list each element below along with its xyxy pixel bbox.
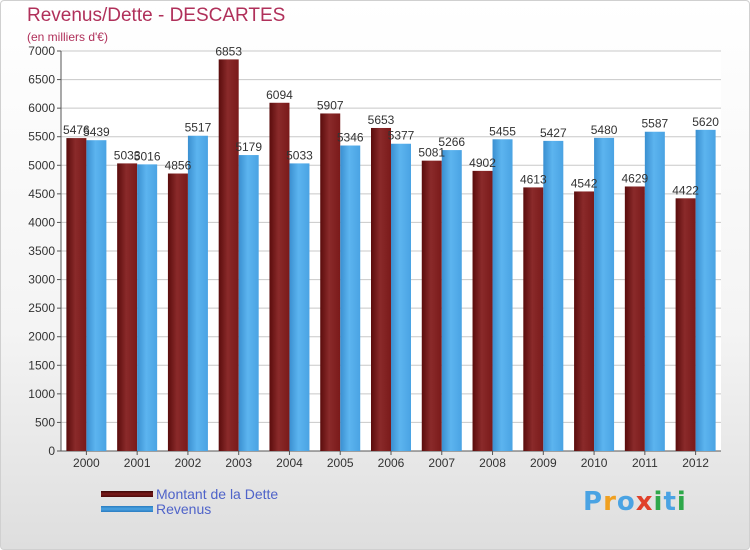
y-tick-label: 0: [48, 444, 55, 458]
data-label-dette: 4422: [672, 183, 699, 197]
bar-dette: [66, 138, 87, 452]
bar-revenus: [391, 143, 411, 451]
x-tick-label: 2012: [682, 456, 709, 470]
bar-dette: [421, 160, 442, 451]
y-tick-label: 2500: [28, 301, 55, 315]
bar-revenus: [441, 150, 462, 452]
bar-dette: [167, 173, 188, 451]
data-label-dette: 4856: [165, 159, 192, 173]
x-tick-label: 2007: [428, 456, 455, 470]
y-tick-label: 3000: [28, 273, 55, 287]
x-tick-label: 2004: [276, 456, 303, 470]
y-tick-label: 2000: [28, 330, 55, 344]
data-label-dette: 6094: [266, 88, 293, 102]
logo-letter: i: [676, 487, 687, 517]
data-label-revenus: 5016: [134, 149, 161, 163]
logo-letter: P: [583, 487, 604, 517]
logo-letter: x: [635, 487, 654, 517]
logo-letter: t: [663, 487, 677, 517]
y-tick-label: 5000: [28, 158, 55, 172]
bar-dette: [218, 59, 239, 452]
data-label-revenus: 5587: [641, 117, 668, 131]
bar-revenus: [137, 164, 158, 451]
x-tick-label: 2006: [378, 456, 405, 470]
legend-label-dette: Montant de la Dette: [156, 486, 279, 502]
bar-revenus: [86, 140, 107, 451]
data-label-dette: 5907: [317, 98, 344, 112]
bar-dette: [675, 198, 696, 451]
data-label-revenus: 5346: [337, 131, 364, 145]
logo-letter: i: [653, 487, 664, 517]
data-label-revenus: 5439: [83, 125, 110, 139]
bar-revenus: [594, 137, 615, 451]
data-label-dette: 6853: [215, 44, 242, 58]
bar-dette: [574, 191, 595, 451]
x-tick-label: 2002: [175, 456, 202, 470]
data-label-revenus: 5033: [286, 148, 313, 162]
bar-dette: [320, 113, 341, 451]
legend-swatch-dette: [101, 491, 153, 497]
x-tick-label: 2008: [479, 456, 506, 470]
data-label-dette: 4613: [520, 172, 547, 186]
data-label-revenus: 5480: [591, 123, 618, 137]
chart-title: Revenus/Dette - DESCARTES: [27, 5, 286, 26]
bar-dette: [523, 187, 544, 451]
bar-dette: [624, 186, 645, 451]
data-label-dette: 5081: [418, 146, 445, 160]
data-label-dette: 4542: [571, 176, 598, 190]
y-tick-label: 6500: [28, 73, 55, 87]
data-label-dette: 5653: [368, 113, 395, 127]
data-label-dette: 5033: [114, 148, 141, 162]
data-label-dette: 4629: [621, 171, 648, 185]
x-tick-label: 2010: [581, 456, 608, 470]
proxiti-logo: Proxiti: [583, 487, 687, 517]
chart-subtitle: (en milliers d'€): [27, 30, 108, 44]
bar-revenus: [187, 135, 208, 451]
logo-letter: r: [603, 487, 617, 517]
bar-revenus: [289, 163, 310, 451]
y-tick-label: 5500: [28, 130, 55, 144]
data-label-revenus: 5377: [388, 129, 415, 143]
y-tick-label: 1500: [28, 358, 55, 372]
data-label-revenus: 5517: [185, 121, 212, 135]
bar-revenus: [695, 129, 716, 451]
y-tick-label: 3500: [28, 244, 55, 258]
data-label-revenus: 5266: [438, 135, 465, 149]
x-tick-label: 2005: [327, 456, 354, 470]
bar-revenus: [238, 155, 259, 452]
y-tick-label: 4500: [28, 187, 55, 201]
x-tick-label: 2000: [73, 456, 100, 470]
data-label-revenus: 5455: [489, 124, 516, 138]
x-tick-label: 2003: [225, 456, 252, 470]
bar-dette: [371, 127, 391, 451]
bar-dette: [472, 170, 493, 451]
x-tick-label: 2001: [124, 456, 151, 470]
x-tick-label: 2011: [632, 456, 658, 470]
data-label-dette: 5476: [63, 123, 90, 137]
data-label-revenus: 5620: [692, 115, 719, 129]
data-label-revenus: 5179: [235, 140, 262, 154]
logo-letter: o: [616, 487, 636, 517]
y-tick-label: 500: [35, 415, 55, 429]
y-tick-label: 6000: [28, 101, 55, 115]
bar-revenus: [340, 145, 361, 451]
x-tick-label: 2009: [530, 456, 557, 470]
bar-revenus: [492, 139, 513, 452]
bar-dette: [117, 163, 138, 451]
y-tick-label: 1000: [28, 387, 55, 401]
legend-label-revenus: Revenus: [156, 501, 212, 517]
y-tick-label: 7000: [28, 44, 55, 58]
bar-revenus: [644, 131, 665, 451]
legend-swatch-revenus: [101, 506, 153, 512]
y-tick-label: 4000: [28, 215, 55, 229]
data-label-revenus: 5427: [540, 126, 567, 140]
bar-dette: [269, 102, 290, 452]
bar-revenus: [543, 140, 564, 451]
data-label-dette: 4902: [469, 156, 496, 170]
